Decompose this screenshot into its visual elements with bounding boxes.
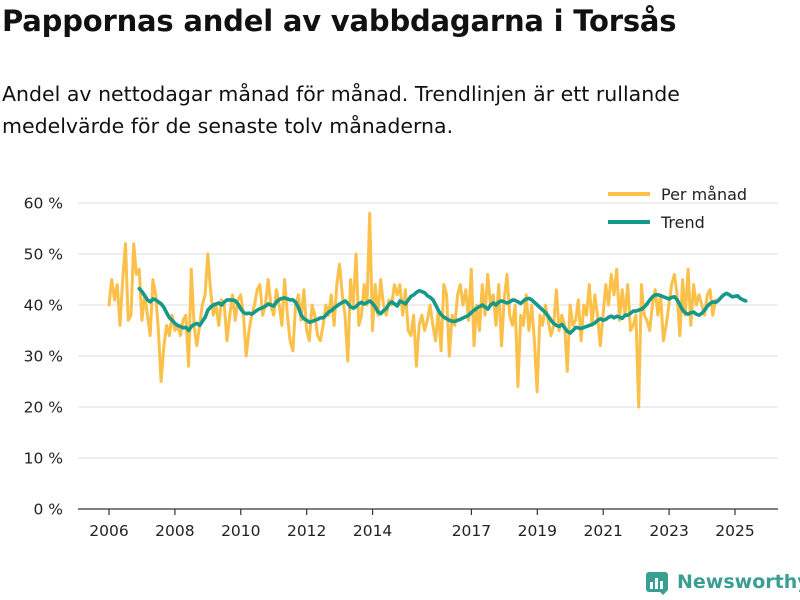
- y-tick-label: 20 %: [24, 399, 63, 417]
- y-tick-label: 30 %: [24, 348, 63, 366]
- x-tick-label: 2019: [518, 522, 557, 540]
- x-tick-label: 2010: [221, 522, 260, 540]
- x-tick-label: 2023: [649, 522, 688, 540]
- x-tick-label: 2014: [353, 522, 392, 540]
- x-tick-label: 2017: [452, 522, 491, 540]
- y-tick-label: 0 %: [33, 501, 63, 519]
- legend-label: Trend: [660, 213, 705, 232]
- y-tick-label: 60 %: [24, 195, 63, 213]
- y-axis-labels: 0 % 10 % 20 % 30 % 40 % 50 % 60 %: [24, 195, 63, 519]
- x-tick-label: 2025: [715, 522, 754, 540]
- series-line-per-manad: [107, 211, 717, 409]
- legend-label: Per månad: [661, 185, 747, 204]
- y-tick-label: 10 %: [24, 450, 63, 468]
- legend: Per månad Trend: [608, 185, 747, 232]
- page-title: Pappornas andel av vabbdagarna i Torsås: [2, 4, 677, 38]
- newsworthy-logo-icon: [646, 572, 668, 595]
- newsworthy-brand: Newsworthy: [645, 569, 800, 595]
- x-axis: 2006 2008 2010 2012 2014 2017 2019 2021 2023 2025: [78, 508, 778, 540]
- x-tick-label: 2012: [287, 522, 326, 540]
- series-line-trend: [137, 286, 748, 335]
- x-tick-label: 2021: [583, 522, 622, 540]
- y-tick-label: 50 %: [24, 246, 63, 264]
- grid-lines: [78, 202, 778, 459]
- chart-series: [107, 211, 748, 409]
- x-tick-label: 2008: [155, 522, 194, 540]
- brand-name: Newsworthy: [677, 571, 800, 593]
- page-subtitle: Andel av nettodagar månad för månad. Tre…: [2, 82, 680, 138]
- y-tick-label: 40 %: [24, 297, 63, 315]
- x-tick-label: 2006: [89, 522, 128, 540]
